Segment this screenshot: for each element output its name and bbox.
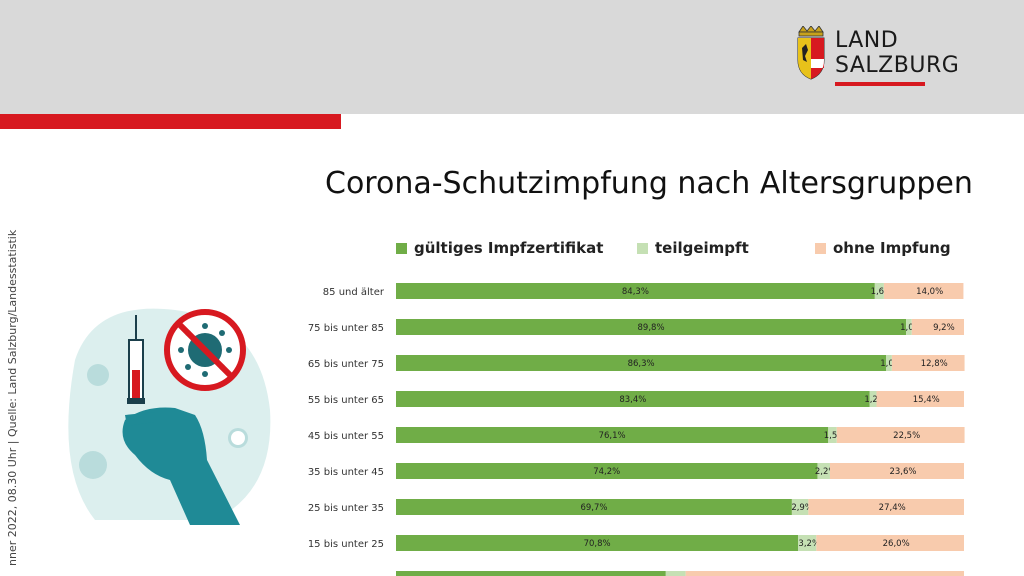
logo-text: LAND SALZBURG	[835, 28, 959, 78]
bar-segment-none	[836, 427, 965, 443]
data-label-partial: 1,5%	[824, 431, 846, 441]
bar-segment-vaccinated	[396, 283, 875, 299]
data-label-partial: 1,6%	[871, 287, 893, 297]
data-label-vaccinated: 83,4%	[619, 395, 646, 405]
category-label: 55 bis unter 65	[308, 395, 384, 406]
bar-segment-partial	[906, 319, 912, 335]
data-label-none: 9,2%	[933, 323, 955, 333]
bar-segment-cut-off	[396, 571, 666, 576]
bar-segment-partial	[869, 391, 877, 407]
category-label: 75 bis unter 85	[308, 323, 384, 334]
legend-swatch-vaccinated	[396, 242, 407, 254]
data-label-none: 26,0%	[883, 539, 910, 549]
data-label-vaccinated: 76,1%	[599, 431, 626, 441]
category-label: 65 bis unter 75	[308, 359, 384, 370]
data-label-partial: 3,2%	[798, 539, 820, 549]
legend-label-none: ohne Impfung	[833, 239, 951, 257]
page-title: Corona-Schutzimpfung nach Altersgruppen	[325, 166, 973, 201]
category-label: 15 bis unter 25	[308, 539, 384, 550]
data-label-none: 15,4%	[913, 395, 940, 405]
bar-segment-vaccinated	[396, 535, 799, 551]
bar-segment-vaccinated	[396, 427, 829, 443]
header-band	[0, 0, 1024, 114]
bar-segment-vaccinated	[396, 463, 818, 479]
bar-segment-cut-off	[685, 571, 964, 576]
bar-segment-partial	[886, 355, 892, 371]
vaccination-illustration	[68, 308, 271, 525]
legend-label-vaccinated: gültiges Impfzertifikat	[414, 239, 604, 257]
bar-segment-partial	[817, 463, 830, 479]
bar-segment-none	[876, 391, 964, 407]
category-label: 35 bis unter 45	[308, 467, 384, 478]
data-label-none: 27,4%	[879, 503, 906, 513]
coat-of-arms-icon	[797, 26, 825, 80]
legend-swatch-none	[815, 242, 826, 254]
logo-line-1: LAND	[835, 28, 899, 53]
bar-segment-vaccinated	[396, 355, 887, 371]
data-label-none: 12,8%	[921, 359, 948, 369]
bar-segment-none	[808, 499, 964, 515]
category-label: 85 und älter	[323, 287, 385, 298]
bar-segment-none	[911, 319, 964, 335]
bar-segment-none	[891, 355, 965, 371]
data-label-vaccinated: 69,7%	[580, 503, 607, 513]
legend-swatch-partial	[637, 242, 648, 254]
data-label-vaccinated: 89,8%	[638, 323, 665, 333]
data-label-vaccinated: 86,3%	[628, 359, 655, 369]
red-accent-bar	[0, 114, 341, 129]
land-salzburg-logo: LAND SALZBURG	[795, 26, 975, 88]
data-label-none: 23,6%	[889, 467, 916, 477]
legend-item-none: ohne Impfung	[815, 238, 951, 258]
data-label-vaccinated: 70,8%	[584, 539, 611, 549]
data-label-partial: 1,0%	[880, 359, 902, 369]
bar-segment-partial	[828, 427, 837, 443]
logo-line-2: SALZBURG	[835, 53, 960, 78]
bar-segment-cut-off	[665, 571, 686, 576]
bar-segment-partial	[874, 283, 884, 299]
data-label-vaccinated: 74,2%	[593, 467, 620, 477]
bar-segment-none	[829, 463, 964, 479]
data-label-partial: 2,9%	[791, 503, 813, 513]
legend-label-partial: teilgeimpft	[655, 239, 749, 257]
bar-segment-none	[883, 283, 964, 299]
data-label-vaccinated: 84,3%	[622, 287, 649, 297]
category-label: 25 bis unter 35	[308, 503, 384, 514]
category-label: 45 bis unter 55	[308, 431, 384, 442]
logo-underline	[835, 82, 925, 86]
bar-segment-vaccinated	[396, 391, 870, 407]
data-label-none: 14,0%	[916, 287, 943, 297]
bar-segment-vaccinated	[396, 499, 792, 515]
legend-item-vaccinated: gültiges Impfzertifikat	[396, 238, 603, 258]
data-label-partial: 2,2%	[815, 467, 837, 477]
stacked-bar-chart: 85 und älter 84,3% 1,6% 14,0% 75 bis unter 8…	[308, 283, 965, 576]
bar-segment-none	[816, 535, 964, 551]
legend-item-partial: teilgeimpft	[637, 238, 749, 258]
data-label-partial: 1,2%	[864, 395, 886, 405]
bar-segment-partial	[791, 499, 809, 515]
bar-segment-partial	[798, 535, 817, 551]
data-label-none: 22,5%	[893, 431, 920, 441]
data-label-partial: 1,0%	[900, 323, 922, 333]
bar-segment-vaccinated	[396, 319, 907, 335]
